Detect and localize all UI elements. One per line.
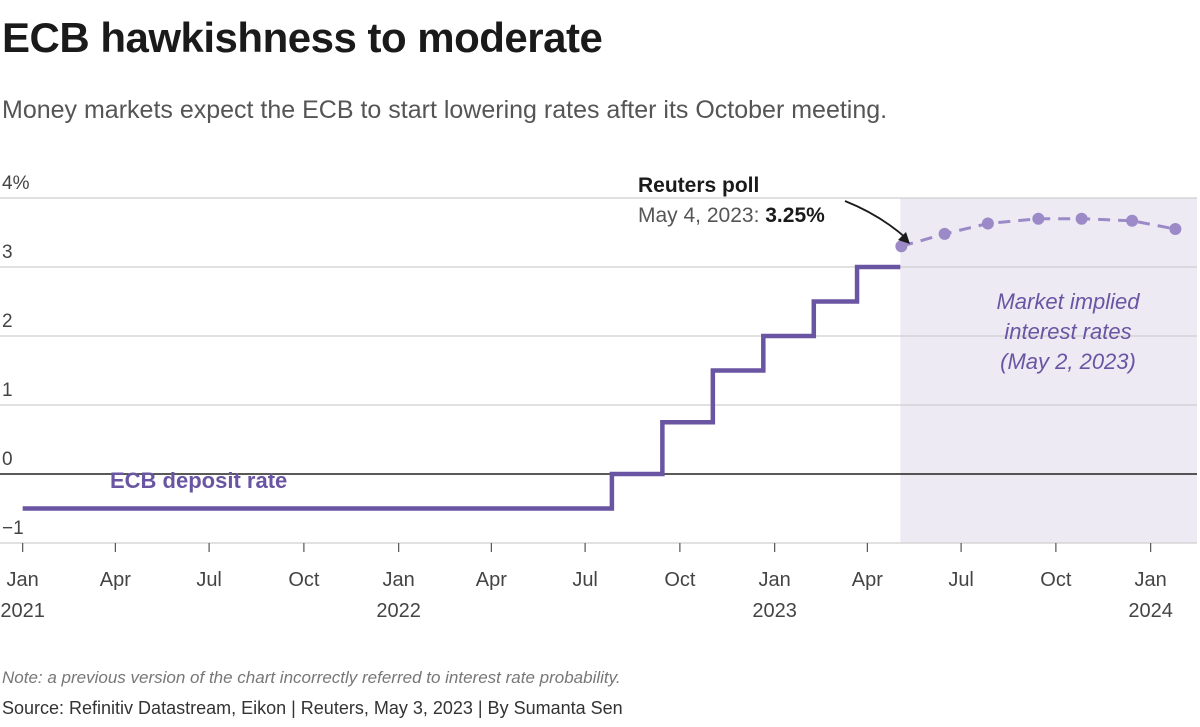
x-tick-label: Oct: [664, 569, 696, 591]
market-implied-point: [938, 227, 951, 240]
x-tick-label: Jan: [1135, 569, 1167, 591]
y-tick-label: 4%: [2, 173, 30, 194]
market-implied-shaded-region: [900, 198, 1197, 543]
gridlines: [0, 197, 1197, 544]
y-tick-label: 0: [2, 449, 13, 470]
x-tick-label: Jul: [572, 569, 598, 591]
x-tick-label: Jul: [196, 569, 222, 591]
x-tick-label: Jan: [759, 569, 791, 591]
chart-note: Note: a previous version of the chart in…: [2, 668, 621, 687]
market-implied-point: [1075, 212, 1088, 225]
x-tick-label: Jan: [383, 569, 415, 591]
x-tick-year: 2021: [0, 600, 45, 622]
deposit-rate-label: ECB deposit rate: [110, 468, 287, 493]
x-tick-label: Oct: [288, 569, 320, 591]
x-tick-label: Oct: [1040, 569, 1072, 591]
market-implied-points: [895, 212, 1182, 253]
x-axis-ticks: Jan 2021 Apr Jul Oct Jan 2022 Apr Jul Oct Jan 2023 A…: [0, 543, 1173, 622]
y-axis-ticks: 4% 3 2 1 0 −1: [2, 173, 30, 539]
chart-title: ECB hawkishness to moderate: [2, 14, 603, 61]
y-tick-label: 3: [2, 242, 13, 263]
market-implied-point: [1126, 214, 1139, 227]
market-implied-point: [981, 217, 994, 230]
market-label-line3: (May 2, 2023): [1000, 349, 1136, 374]
reuters-poll-title: Reuters poll: [638, 174, 759, 197]
x-tick-label: Apr: [100, 569, 131, 591]
market-implied-point: [1169, 223, 1182, 236]
chart-source: Source: Refinitiv Datastream, Eikon | Re…: [2, 698, 623, 718]
market-implied-point: [895, 240, 908, 253]
reuters-poll-arrowhead: [898, 232, 910, 244]
market-label-line2: interest rates: [1004, 319, 1131, 344]
y-tick-label: 2: [2, 311, 13, 332]
x-tick-label: Apr: [852, 569, 883, 591]
x-tick-year: 2023: [752, 600, 797, 622]
x-tick-label: Apr: [476, 569, 507, 591]
x-tick-label: Jan: [7, 569, 39, 591]
x-tick-label: Jul: [948, 569, 974, 591]
reuters-poll-detail: May 4, 2023: 3.25%: [638, 204, 825, 227]
y-tick-label: 1: [2, 380, 13, 401]
reuters-poll-arrow: [844, 200, 907, 239]
reuters-poll-date: May 4, 2023:: [638, 204, 765, 227]
deposit-rate-line: [22, 264, 901, 511]
x-tick-year: 2022: [376, 600, 421, 622]
x-tick-year: 2024: [1128, 600, 1173, 622]
y-tick-label: −1: [2, 518, 24, 539]
reuters-poll-value: 3.25%: [765, 204, 825, 227]
market-implied-point: [1032, 212, 1045, 225]
chart-subtitle: Money markets expect the ECB to start lo…: [2, 96, 888, 124]
market-label-line1: Market implied: [996, 289, 1140, 314]
